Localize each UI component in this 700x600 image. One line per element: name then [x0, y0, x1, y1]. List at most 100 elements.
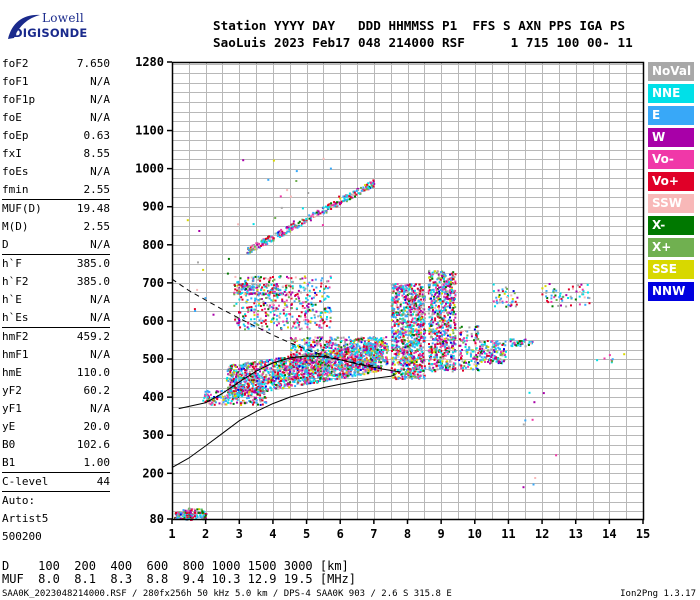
scatter-point	[454, 323, 457, 326]
scatter-point	[354, 364, 356, 367]
scatter-point	[331, 374, 334, 377]
scatter-point	[288, 313, 291, 315]
scatter-point	[403, 313, 406, 316]
scatter-point	[412, 301, 415, 304]
scatter-point	[320, 346, 322, 349]
scatter-point	[299, 383, 302, 386]
scatter-point	[250, 380, 253, 383]
scatter-point	[405, 357, 408, 360]
scatter-point	[262, 304, 265, 307]
scatter-point	[418, 283, 421, 286]
scatter-point	[277, 357, 280, 360]
scatter-point	[240, 374, 243, 377]
param-value: 102.6	[76, 438, 110, 451]
scatter-point	[356, 356, 359, 359]
scatter-point	[322, 322, 325, 325]
scatter-point	[330, 360, 333, 362]
scatter-point	[465, 330, 468, 332]
scatter-point	[431, 316, 434, 319]
scatter-point	[254, 376, 257, 379]
scatter-point	[443, 295, 446, 298]
scatter-point	[497, 361, 500, 364]
scatter-point	[488, 357, 491, 360]
scatter-point	[254, 369, 257, 372]
scatter-point	[233, 293, 236, 296]
scatter-point	[260, 374, 263, 377]
scatter-point	[285, 313, 288, 316]
scatter-point	[235, 397, 238, 400]
scatter-point	[246, 367, 248, 370]
scatter-point	[439, 271, 442, 274]
scatter-point	[450, 283, 453, 286]
scatter-point	[338, 373, 341, 376]
scatter-point	[411, 333, 414, 336]
scatter-point	[316, 356, 319, 359]
scatter-point	[421, 370, 424, 373]
scatter-point	[307, 347, 310, 350]
scatter-point	[337, 355, 340, 357]
scatter-point	[429, 336, 432, 339]
scatter-point	[432, 294, 435, 297]
scatter-point	[271, 303, 274, 306]
scatter-point	[346, 343, 349, 346]
scatter-point	[452, 338, 455, 341]
scatter-point	[409, 362, 412, 364]
param-name: fxI	[2, 147, 22, 160]
scatter-point	[229, 372, 232, 375]
scatter-point	[375, 350, 378, 353]
scatter-point	[406, 293, 409, 296]
scatter-point	[414, 329, 416, 332]
scatter-point	[343, 348, 346, 351]
scatter-point	[261, 325, 264, 328]
scatter-point	[414, 302, 417, 305]
scatter-point	[281, 362, 284, 365]
param-name: h`Es	[2, 311, 29, 324]
scatter-point	[449, 316, 451, 319]
scatter-point	[289, 337, 292, 339]
param-row: yE 20.0	[2, 418, 110, 436]
scatter-point	[405, 295, 408, 298]
scatter-point	[441, 326, 444, 329]
scatter-point	[398, 292, 401, 295]
scatter-point	[267, 388, 270, 391]
scatter-point	[276, 384, 279, 387]
scatter-point	[411, 298, 414, 301]
scatter-point	[248, 389, 251, 392]
scatter-point	[278, 314, 280, 317]
scatter-point	[282, 309, 285, 312]
scatter-point	[379, 348, 382, 351]
scatter-point	[462, 329, 465, 332]
scatter-point	[434, 317, 437, 320]
scatter-point	[252, 399, 255, 402]
scatter-point	[306, 304, 309, 307]
scatter-point	[304, 369, 307, 372]
scatter-point	[340, 365, 343, 368]
scatter-point	[246, 382, 249, 385]
scatter-point	[307, 369, 310, 372]
scatter-point	[298, 352, 301, 355]
scatter-point	[443, 337, 446, 340]
scatter-point	[286, 305, 289, 308]
scatter-point	[247, 389, 250, 392]
scatter-point	[298, 365, 301, 368]
scatter-point	[413, 334, 415, 337]
scatter-point	[316, 344, 319, 347]
scatter-point	[409, 285, 412, 288]
scatter-point	[450, 289, 453, 291]
scatter-point	[198, 512, 201, 514]
scatter-point	[406, 372, 409, 375]
scatter-point	[449, 333, 452, 336]
scatter-point	[407, 312, 410, 315]
scatter-point	[441, 275, 443, 277]
scatter-point	[481, 345, 484, 348]
scatter-point	[494, 357, 497, 360]
scatter-point	[403, 339, 406, 342]
scatter-point	[343, 355, 346, 358]
scatter-point	[379, 369, 382, 372]
scatter-point	[312, 303, 315, 306]
scatter-point	[252, 380, 255, 383]
scatter-point	[433, 357, 436, 360]
scatter-point	[318, 360, 321, 363]
scatter-point	[240, 404, 243, 406]
scatter-point	[296, 361, 299, 364]
